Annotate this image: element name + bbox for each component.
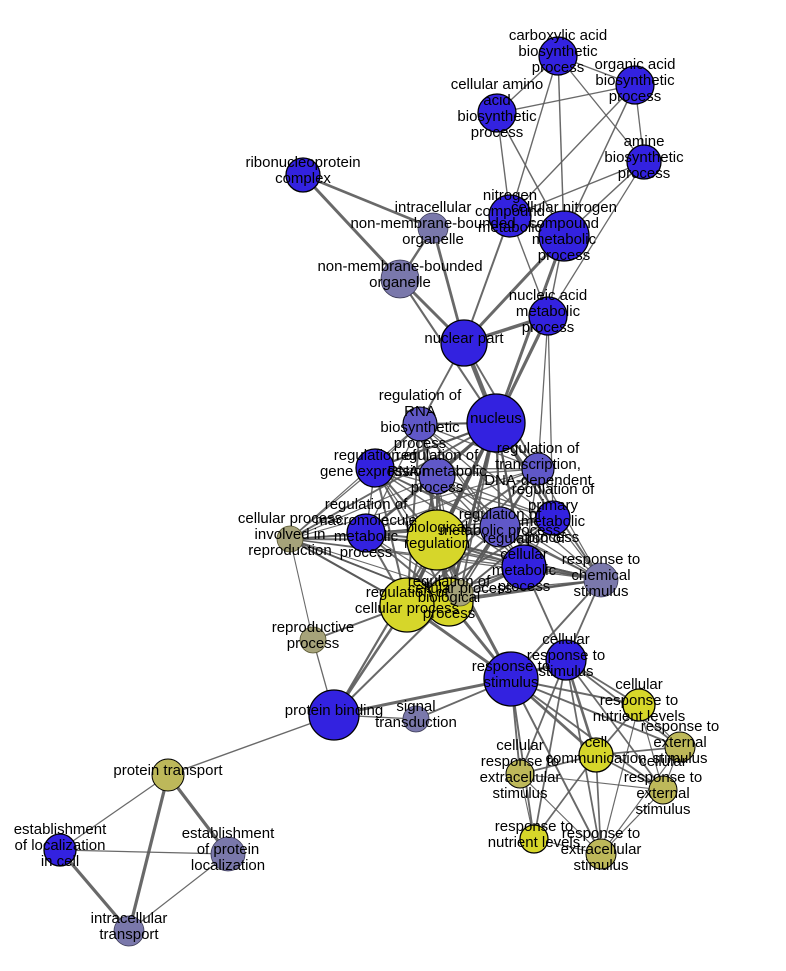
svg-text:nuclear part: nuclear part bbox=[424, 330, 504, 347]
svg-text:protein binding: protein binding bbox=[285, 702, 383, 719]
svg-text:cellular process: cellular process bbox=[408, 580, 512, 597]
svg-text:nucleus: nucleus bbox=[470, 410, 522, 427]
svg-text:protein transport: protein transport bbox=[113, 762, 223, 779]
